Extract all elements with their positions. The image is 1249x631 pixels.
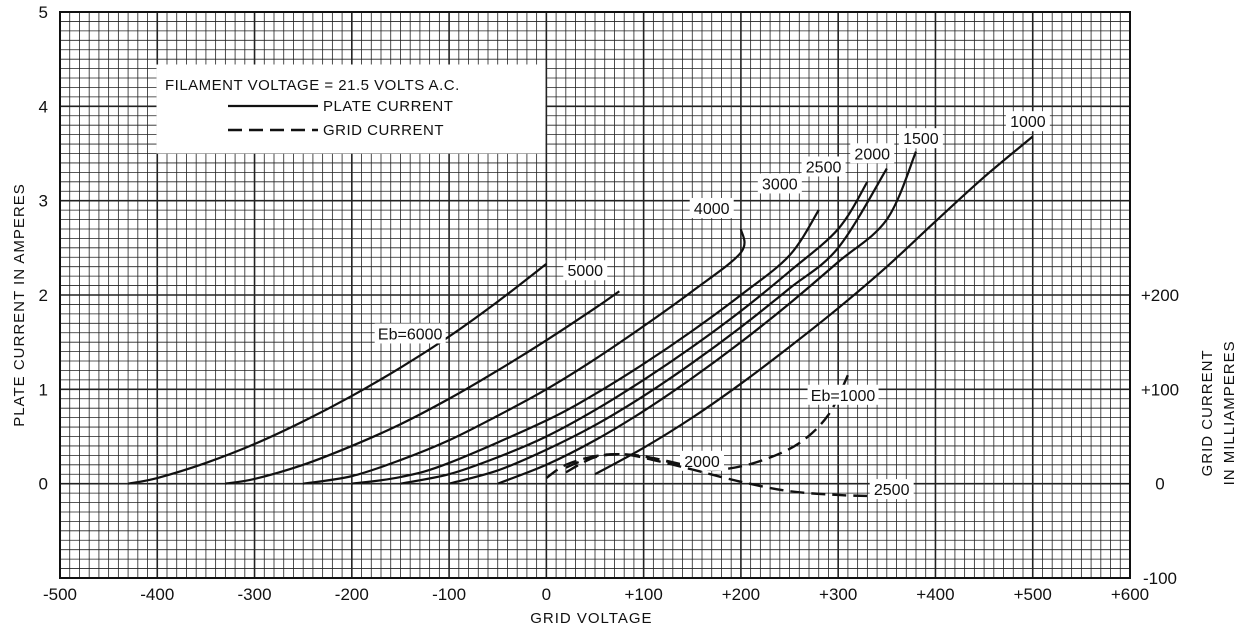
curve-label-bg [898, 128, 943, 149]
plate-curve-4000 [303, 228, 746, 485]
y-tick-label: 4 [39, 97, 48, 116]
plate-curve-label: 1500 [903, 131, 939, 148]
y-tick-label: 0 [39, 475, 48, 494]
plate-curve-label: 1000 [1010, 114, 1046, 131]
y2-tick-label: +100 [1141, 380, 1179, 399]
x-tick-label: +500 [1014, 585, 1052, 604]
grid-curve-2500 [565, 452, 868, 498]
plate-curve-eb6000 [127, 263, 548, 485]
curve-label-bg [374, 323, 446, 344]
x-tick-label: +100 [624, 585, 662, 604]
grid-curve-label: 2500 [874, 482, 910, 499]
grid-curve-label: 2000 [684, 454, 720, 471]
x-tick-label: -500 [43, 585, 77, 604]
x-tick-label: +300 [819, 585, 857, 604]
plate-curve-5000 [225, 290, 620, 485]
y2-tick-label: 0 [1155, 475, 1164, 494]
plate-curve-label: 2500 [806, 159, 842, 176]
x-tick-label: 0 [542, 585, 551, 604]
y-tick-label: 3 [39, 192, 48, 211]
legend-box [156, 64, 546, 154]
curve-label-bg [850, 143, 895, 164]
legend-solid-label: PLATE CURRENT [323, 98, 453, 115]
grid-current-series: Eb=1000 2000 2500 [545, 374, 914, 500]
y-tick-label: 1 [39, 380, 48, 399]
plate-curve-label: 3000 [762, 176, 798, 193]
y2-tick-label: +200 [1141, 286, 1179, 305]
x-tick-label: +600 [1111, 585, 1149, 604]
y-axis-title: PLATE CURRENT IN AMPERES [11, 183, 28, 427]
plate-curve-1000 [594, 135, 1034, 476]
grid-curve-2000 [565, 453, 693, 474]
legend-title: FILAMENT VOLTAGE = 21.5 VOLTS A.C. [165, 77, 460, 94]
y2-axis-title: GRID CURRENT [1199, 349, 1216, 476]
curve-label-bg [680, 450, 724, 471]
plate-curve-label: 4000 [694, 201, 730, 218]
x-tick-label: -100 [432, 585, 466, 604]
plate-curve-2500 [400, 181, 869, 485]
x-tick-label: -400 [140, 585, 174, 604]
plate-curve-label: 5000 [567, 263, 603, 280]
curve-label-bg [801, 156, 846, 177]
plate-curve-1500 [497, 151, 918, 485]
curve-label-bg [563, 260, 608, 281]
y2-tick-label: -100 [1143, 569, 1177, 588]
x-axis-title: GRID VOLTAGE [530, 610, 652, 627]
plate-curve-label: Eb=6000 [378, 326, 443, 343]
plot-frame [59, 11, 1131, 579]
x-tick-label: -200 [335, 585, 369, 604]
curve-label-bg [757, 173, 802, 194]
chart-grid [59, 11, 1131, 579]
x-tick-label: +400 [916, 585, 954, 604]
y2-axis-title-line2: IN MILLIAMPERES [1221, 340, 1238, 485]
curve-label-bg [869, 479, 914, 500]
curve-label-bg [807, 384, 879, 405]
x-tick-label: -300 [238, 585, 272, 604]
chart-legend: FILAMENT VOLTAGE = 21.5 VOLTS A.C. PLATE … [156, 64, 546, 154]
curve-label-bg [1005, 111, 1050, 132]
plate-curve-label: 2000 [854, 146, 890, 163]
curve-label-bg [689, 197, 734, 218]
x-tick-label: +200 [722, 585, 760, 604]
y-tick-label: 5 [39, 3, 48, 22]
legend-dashed-label: GRID CURRENT [323, 122, 444, 139]
y-tick-label: 2 [39, 286, 48, 305]
plate-curve-2000 [448, 168, 888, 485]
plate-curve-3000 [351, 209, 820, 485]
plate-current-series: Eb=6000 5000 4000 3000 2500 2000 1500 1000 [127, 111, 1050, 485]
grid-curve-label: Eb=1000 [811, 388, 876, 405]
